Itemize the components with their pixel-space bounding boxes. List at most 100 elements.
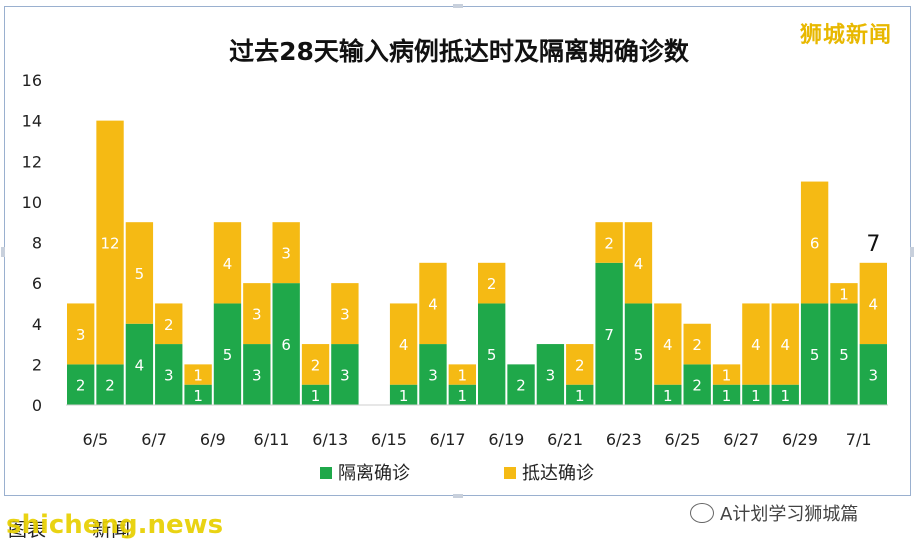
x-tick-label: 6/11: [254, 430, 290, 449]
legend-swatch: [504, 467, 516, 479]
bar-quarantine: [712, 384, 741, 405]
bar-quarantine: [478, 303, 506, 405]
bar-arrival: [566, 344, 594, 385]
data-label-arrival: 4: [634, 255, 644, 273]
y-tick-label: 14: [22, 112, 42, 131]
data-label-quarantine: 7: [604, 326, 614, 344]
bar-quarantine: [536, 344, 565, 405]
bar-quarantine: [859, 344, 887, 405]
data-label-arrival: 2: [604, 235, 614, 253]
bar-quarantine: [742, 384, 770, 405]
data-label-quarantine: 1: [663, 387, 673, 405]
data-label-quarantine: 2: [516, 377, 526, 395]
data-label-quarantine: 3: [340, 367, 350, 385]
bar-arrival: [419, 262, 447, 345]
legend: 隔离确诊 抵达确诊: [320, 463, 594, 484]
x-tick-label: 6/7: [141, 430, 167, 449]
data-label-quarantine: 1: [575, 387, 585, 405]
wechat-icon: [690, 503, 714, 523]
legend-label: 隔离确诊: [338, 463, 410, 484]
x-axis: 6/5 6/7 6/9 6/11 6/13 6/15 6/17 6/19 6/21 6/23 6/2…: [82, 430, 871, 449]
bar-arrival: [67, 303, 95, 365]
data-label-quarantine: 1: [751, 387, 761, 405]
data-label-arrival: 4: [869, 295, 879, 313]
resize-handle-bottom[interactable]: [453, 494, 463, 498]
x-tick-label: 6/21: [547, 430, 583, 449]
data-label-arrival: 6: [810, 235, 820, 253]
data-label-arrival: 5: [135, 265, 145, 283]
data-label-arrival: 3: [76, 326, 86, 344]
data-label-quarantine: 3: [428, 367, 438, 385]
y-tick-label: 10: [22, 193, 42, 212]
bar-quarantine: [184, 384, 212, 405]
data-label-arrival: 2: [164, 316, 174, 334]
y-tick-label: 8: [32, 234, 42, 253]
data-label-quarantine: 2: [692, 377, 702, 395]
data-label-arrival: 2: [487, 275, 497, 293]
bar-arrival: [272, 222, 300, 284]
bar-arrival: [712, 364, 741, 385]
site-watermark: shicheng.news: [6, 510, 224, 540]
data-label-quarantine: 3: [869, 367, 879, 385]
bar-quarantine: [624, 303, 653, 405]
bar-quarantine: [331, 344, 359, 405]
data-label-quarantine: 1: [722, 387, 732, 405]
data-label-arrival: 3: [281, 245, 291, 263]
bar-arrival: [301, 344, 330, 385]
data-label-quarantine: 5: [810, 346, 820, 364]
bar-quarantine: [566, 384, 594, 405]
data-label-arrival: 2: [311, 356, 321, 374]
bar-quarantine: [595, 262, 623, 405]
data-label-arrival: 3: [252, 306, 262, 324]
data-label-quarantine: 4: [135, 356, 145, 374]
chart-title: 过去28天输入病例抵达时及隔离期确诊数: [229, 37, 690, 66]
bar-arrival: [478, 262, 506, 304]
data-label-quarantine: 5: [223, 346, 233, 364]
brand-text: A计划学习狮城篇: [720, 504, 859, 525]
y-tick-label: 12: [22, 152, 42, 171]
data-label-quarantine: 1: [458, 387, 468, 405]
bar-quarantine: [419, 344, 447, 405]
legend-swatch: [320, 467, 332, 479]
data-label-arrival: 4: [399, 336, 409, 354]
x-tick-label: 6/19: [488, 430, 524, 449]
y-tick-label: 4: [32, 315, 42, 334]
bar-arrival: [125, 222, 154, 324]
data-label-arrival: 4: [428, 295, 438, 313]
data-label-quarantine: 3: [164, 367, 174, 385]
data-label-arrival: 2: [692, 336, 702, 354]
data-label-quarantine: 1: [399, 387, 409, 405]
bar-arrival: [331, 283, 359, 345]
data-label-quarantine: 2: [105, 377, 115, 395]
x-tick-label: 7/1: [846, 430, 872, 449]
data-label-arrival: 4: [780, 336, 790, 354]
x-tick-label: 6/5: [82, 430, 108, 449]
bar-quarantine: [301, 384, 330, 405]
chart-frame: [1, 4, 914, 498]
resize-handle-left[interactable]: [1, 247, 5, 257]
bar-quarantine: [125, 323, 154, 405]
x-tick-label: 6/29: [782, 430, 818, 449]
y-axis: 0 2 4 6 8 10 12 14 16: [22, 71, 42, 415]
bar-quarantine: [67, 364, 95, 405]
bar-quarantine: [155, 344, 183, 405]
brand-footer: A计划学习狮城篇: [690, 500, 858, 526]
bar-arrival: [771, 303, 799, 385]
total-annotation: 7: [866, 232, 880, 257]
bar-quarantine: [272, 283, 300, 405]
footer-left-text-2: 新闻: [92, 519, 131, 541]
data-label-quarantine: 1: [780, 387, 790, 405]
data-label-quarantine: 3: [252, 367, 262, 385]
resize-handle-right[interactable]: [910, 247, 914, 257]
x-tick-label: 6/27: [723, 430, 759, 449]
data-label-arrival: 12: [100, 235, 119, 253]
bar-arrival: [742, 303, 770, 385]
x-tick-label: 6/9: [200, 430, 226, 449]
bar-arrival: [624, 222, 653, 304]
bar-arrival: [595, 222, 623, 263]
data-label-arrival: 1: [458, 367, 468, 385]
bar-quarantine: [683, 364, 711, 405]
data-label-quarantine: 6: [281, 336, 291, 354]
resize-handle-top[interactable]: [453, 4, 463, 8]
